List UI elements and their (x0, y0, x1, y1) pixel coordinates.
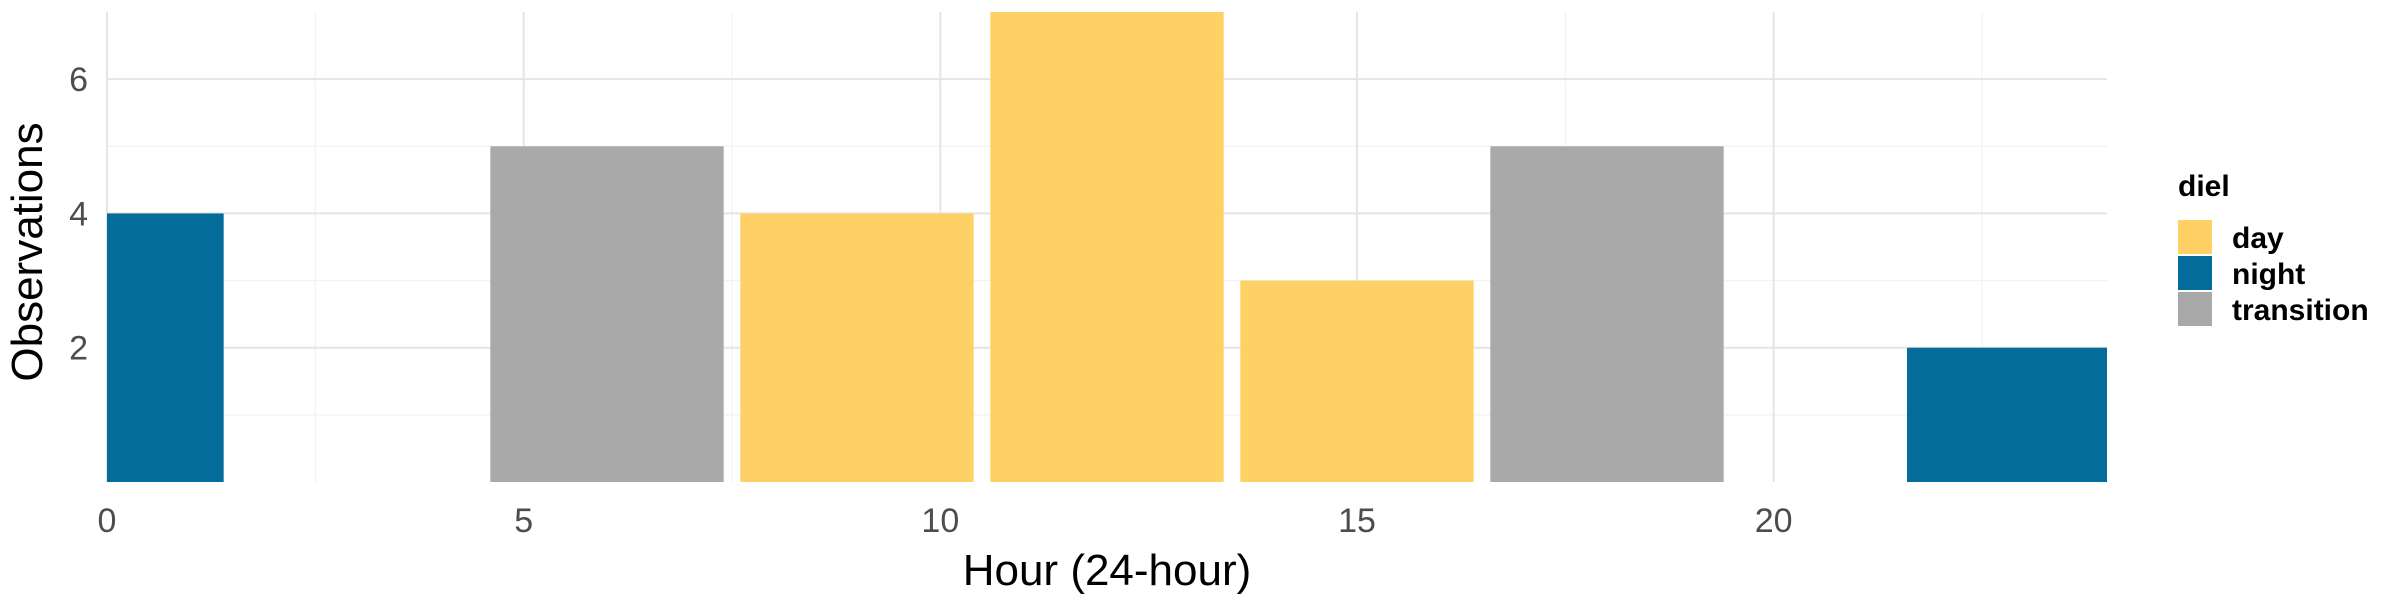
x-tick-label: 5 (514, 502, 533, 540)
y-tick-label: 2 (69, 330, 88, 368)
bar-night (107, 213, 224, 482)
bars (107, 12, 2107, 483)
legend-item-night: night (2178, 256, 2305, 291)
x-tick-label: 15 (1338, 502, 1376, 540)
bar-day (740, 213, 974, 482)
legend-item-transition: transition (2178, 292, 2369, 327)
legend-key (2178, 256, 2212, 290)
x-axis-title: Hour (24-hour) (963, 546, 1252, 595)
y-axis-title: Observations (3, 122, 52, 381)
legend-key (2178, 220, 2212, 254)
x-tick-label: 0 (98, 502, 117, 540)
legend-title: diel (2178, 170, 2230, 203)
bar-night (1907, 347, 2107, 482)
bar-day (990, 12, 1224, 482)
legend-label: day (2232, 222, 2284, 255)
y-axis-ticks: 2 4 6 (69, 61, 88, 368)
y-tick-label: 4 (69, 195, 88, 233)
x-tick-label: 20 (1755, 502, 1793, 540)
bar-transition (1490, 146, 1724, 483)
legend-item-day: day (2178, 220, 2284, 255)
legend-label: night (2232, 258, 2305, 291)
y-tick-label: 6 (69, 61, 88, 99)
legend-label: transition (2232, 294, 2369, 327)
bar-day (1240, 280, 1474, 482)
x-tick-label: 10 (921, 502, 959, 540)
legend-key (2178, 292, 2212, 326)
bar-transition (490, 146, 724, 483)
x-axis-ticks: 0 5 10 15 20 (98, 502, 1793, 540)
